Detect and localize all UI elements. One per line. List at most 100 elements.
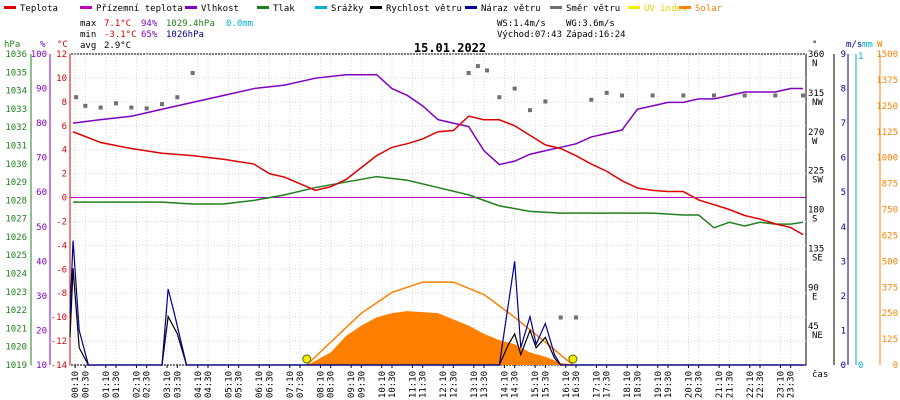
temp-tick: 10 [56, 74, 67, 84]
w-tick: 1500 [876, 50, 898, 60]
time-tick-label: 01:10 [102, 371, 112, 398]
series-wind-dir-point [485, 68, 490, 73]
series-wind-dir-point [175, 95, 180, 100]
series-wind-dir-point [466, 71, 471, 76]
series-n-raz-v-tru [69, 240, 806, 366]
pct-unit: % [40, 40, 46, 50]
time-tick-label: 06:10 [255, 371, 265, 398]
temp-unit: °C [57, 40, 68, 50]
hpa-tick: 1032 [5, 123, 27, 133]
series-wind-dir-point [574, 315, 578, 320]
time-tick-label: 23:30 [787, 371, 797, 398]
series-wind-dir-point [190, 71, 195, 76]
hpa-tick: 1031 [5, 141, 27, 151]
ms-tick: 9 [841, 50, 846, 60]
hpa-tick: 1026 [5, 233, 27, 243]
pct-tick: 90 [36, 85, 47, 95]
dir-tick-label: SE [812, 253, 823, 263]
time-tick-label: 16:30 [572, 371, 582, 398]
dir-unit: ° [812, 40, 817, 50]
series-wind-dir-point [475, 64, 480, 69]
legend-swatch [679, 6, 691, 9]
series-wind-dir-point [773, 93, 778, 98]
hpa-tick: 1034 [5, 87, 27, 97]
series-wind-dir-point [144, 106, 149, 111]
dir-tick-deg: 315 [808, 89, 824, 99]
temp-tick: 2 [62, 170, 67, 180]
time-tick-label: 18:10 [623, 371, 633, 398]
series-wind-dir-point [589, 97, 594, 102]
legend-label: Srážky [331, 4, 364, 14]
mm-unit: mm [862, 40, 873, 50]
time-tick-label: 21:30 [725, 371, 735, 398]
temp-tick: -12 [51, 337, 67, 347]
w-tick: 0 [893, 361, 898, 371]
time-tick-label: 19:10 [654, 371, 664, 398]
temp-tick: -14 [51, 361, 67, 371]
ms-tick: 1 [841, 326, 846, 336]
time-tick-label: 05:30 [235, 371, 245, 398]
w-tick: 125 [882, 335, 898, 345]
w-tick: 1000 [876, 154, 898, 164]
temp-tick: 4 [62, 146, 67, 156]
series-wind-dir-point [543, 99, 548, 104]
time-tick-label: 22:10 [746, 371, 756, 398]
series-wind-dir-point [558, 315, 563, 320]
hpa-tick: 1029 [5, 178, 27, 188]
dir-tick-deg: 360 [808, 50, 824, 60]
time-tick-label: 02:30 [143, 371, 153, 398]
legend-swatch [315, 6, 327, 9]
series-wind-dir-point [512, 86, 517, 91]
series-wind-dir-point [712, 93, 716, 98]
series-vlhkost [72, 73, 803, 166]
legend-label: Vlhkost [201, 4, 239, 14]
chart-title: 15.01.2022 [414, 41, 486, 55]
series-solar-area [307, 311, 573, 365]
hpa-tick: 1024 [5, 270, 27, 280]
stat-sunset: Západ:16:24 [566, 30, 626, 40]
time-tick-label: 18:30 [633, 371, 643, 398]
series-wind-dir-point [650, 93, 655, 98]
pct-tick: 50 [36, 223, 47, 233]
time-tick-label: 23:10 [776, 371, 786, 398]
dir-tick-deg: 45 [808, 322, 819, 332]
w-tick: 1125 [876, 128, 898, 138]
hpa-tick: 1033 [5, 105, 27, 115]
legend-swatch [257, 6, 269, 9]
hpa-tick: 1019 [5, 361, 27, 371]
legend-swatch [550, 6, 562, 9]
time-tick-label: 21:10 [715, 371, 725, 398]
hpa-tick: 1028 [5, 196, 27, 206]
ms-tick: 2 [841, 292, 846, 302]
hpa-unit: hPa [4, 40, 20, 50]
time-tick-label: 09:30 [357, 371, 367, 398]
time-tick-label: 17:30 [603, 371, 613, 398]
dir-tick-label: SW [812, 176, 823, 186]
stat-min-hum: 65% [141, 30, 158, 40]
stat-max-temp: 7.1°C [104, 19, 131, 29]
time-tick-label: 22:30 [756, 371, 766, 398]
pct-tick: 40 [36, 257, 47, 267]
legend-swatch [185, 6, 197, 9]
pct-tick: 20 [36, 326, 47, 336]
temp-tick: -6 [56, 265, 67, 275]
dir-tick-label: W [812, 137, 818, 147]
temp-tick: -2 [56, 217, 67, 227]
w-tick: 625 [882, 231, 898, 241]
dir-tick-deg: 270 [808, 128, 824, 138]
stat-ws: WS:1.4m/s [497, 19, 546, 29]
w-tick: 750 [882, 206, 898, 216]
legend-label: Solar [695, 4, 723, 14]
time-tick-label: 14:30 [511, 371, 521, 398]
series-wind-dir-point [497, 95, 502, 100]
series-wind-dir-point [98, 105, 103, 110]
sunrise-marker [302, 354, 312, 364]
ms-tick: 4 [841, 223, 846, 233]
dir-tick-label: NW [812, 98, 823, 108]
pct-tick: 70 [36, 154, 47, 164]
temp-tick: 8 [62, 98, 67, 108]
legend-label: UV index [644, 4, 688, 14]
time-tick-label: 02:10 [132, 371, 142, 398]
time-tick-label: 08:30 [327, 371, 337, 398]
